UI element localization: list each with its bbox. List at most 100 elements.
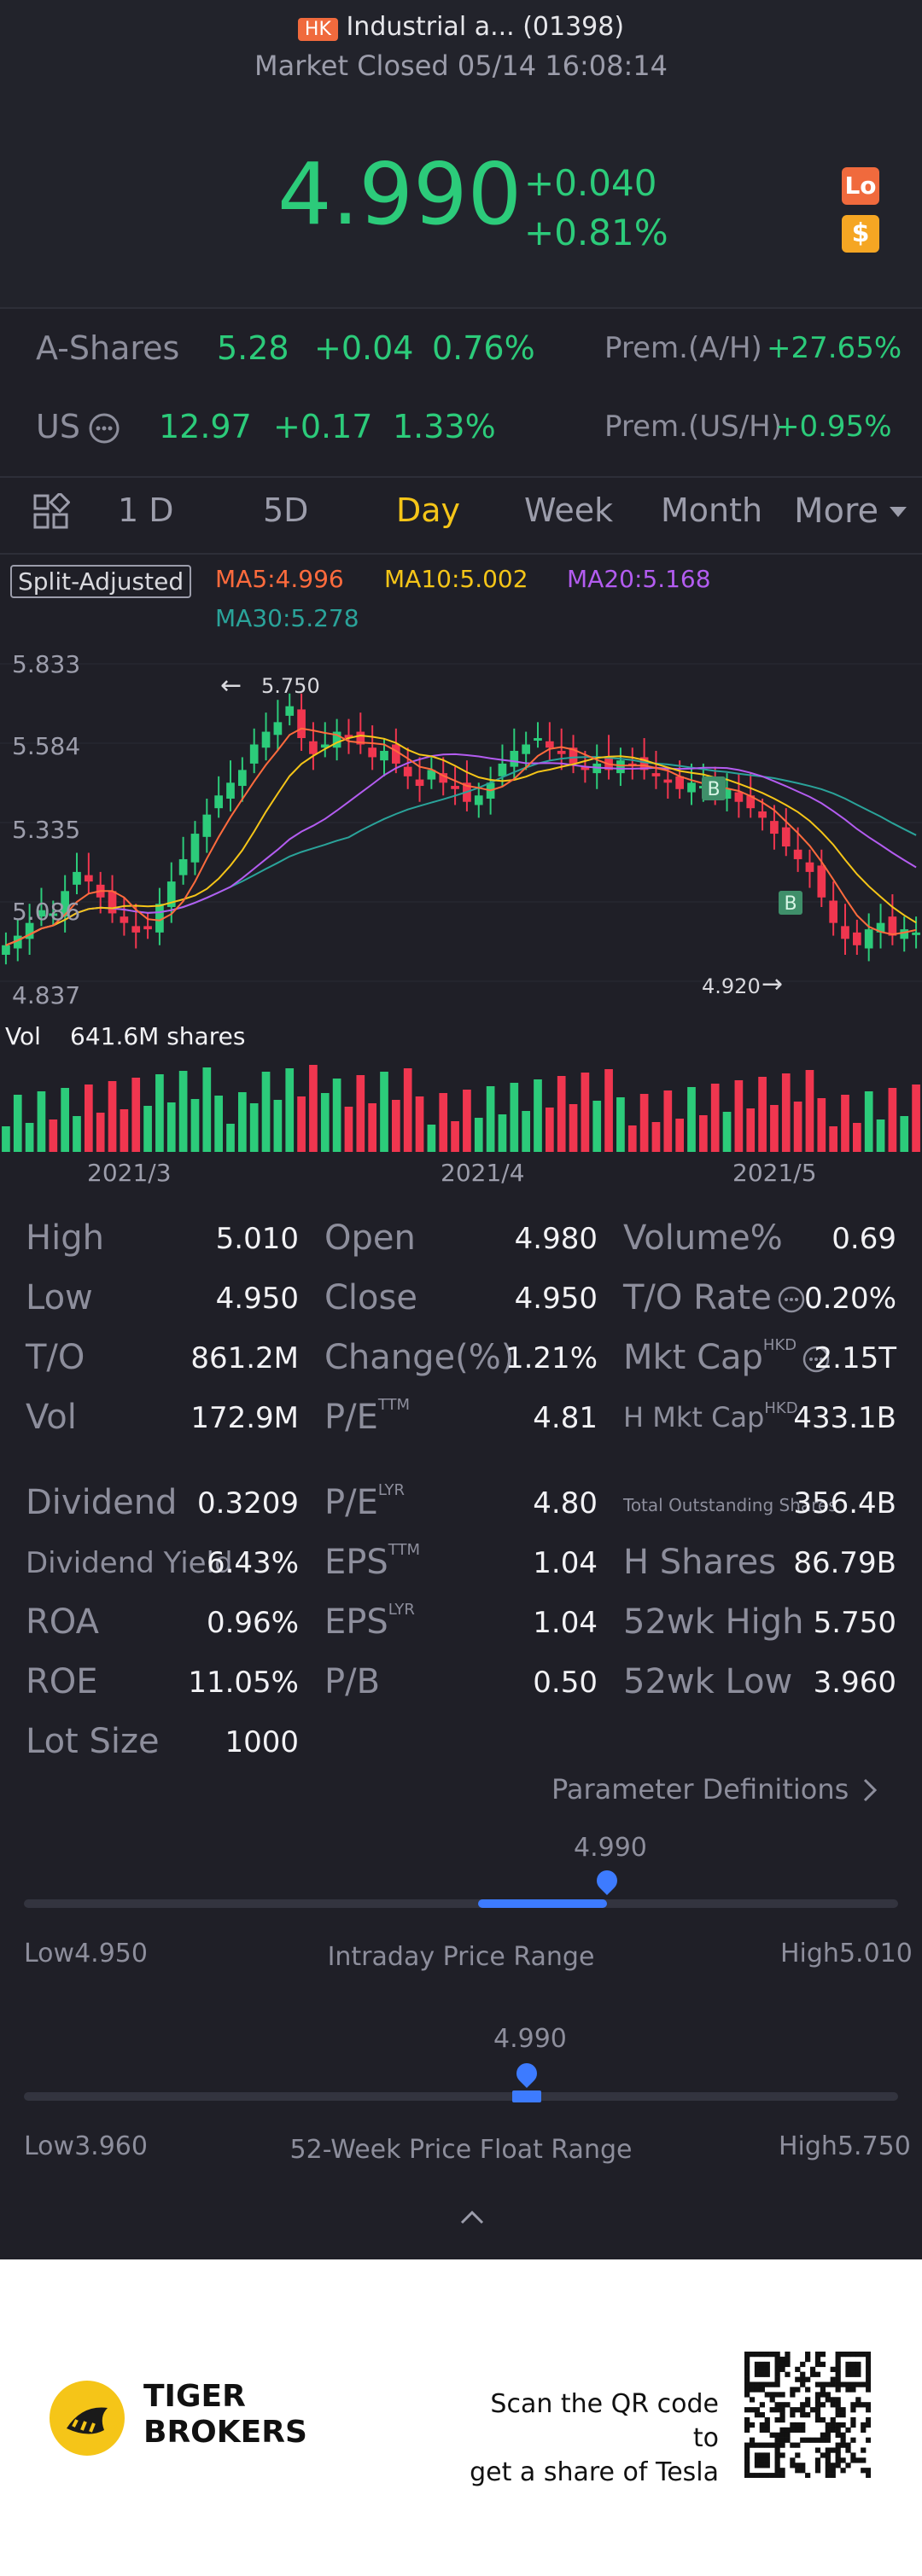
stat-value: 1000: [225, 1725, 299, 1759]
tab-week[interactable]: Week: [524, 491, 614, 529]
volume-bar: [25, 1123, 34, 1152]
candle-body: [876, 922, 885, 933]
parameter-definitions-link[interactable]: Parameter Definitions: [551, 1773, 849, 1806]
info-icon[interactable]: [802, 1345, 831, 1374]
candle-body: [817, 865, 826, 898]
candle-body: [356, 731, 365, 745]
volume-bar: [557, 1076, 566, 1152]
candle-body: [510, 750, 519, 767]
stat-value: 4.80: [533, 1486, 598, 1521]
stat-label: H Shares: [623, 1543, 777, 1582]
stat-label: P/ETTM: [324, 1396, 411, 1437]
y-label: 5.833: [12, 650, 81, 678]
us-prem-value: +0.95%: [775, 410, 892, 444]
volume-bar: [793, 1102, 802, 1152]
volume-bar: [403, 1068, 412, 1152]
stat-label: T/O: [26, 1338, 85, 1377]
candle-body: [427, 770, 436, 780]
volume-bar: [853, 1123, 861, 1152]
candle-body: [546, 741, 554, 748]
high-marker: 5.750: [261, 674, 320, 698]
candlestick-chart[interactable]: BB: [0, 631, 922, 1007]
more-info-icon[interactable]: [87, 411, 121, 445]
volume-bar: [85, 1084, 93, 1152]
info-icon[interactable]: [777, 1285, 806, 1314]
tab-5d[interactable]: 5D: [263, 491, 309, 529]
volume-bar: [297, 1096, 306, 1152]
stat-value: 1.21%: [505, 1341, 598, 1375]
week52-current-value: 4.990: [493, 2024, 567, 2054]
candle-body: [13, 935, 22, 949]
stat-label-superscript: TTM: [377, 1396, 411, 1414]
candle-body: [781, 827, 791, 847]
volume-bar: [108, 1081, 117, 1152]
candle-body: [61, 891, 69, 917]
volume-bar: [510, 1083, 519, 1152]
week52-low: Low3.960: [24, 2131, 148, 2161]
volume-bar: [73, 1116, 81, 1152]
candle-body: [805, 862, 814, 872]
tab-more[interactable]: More: [794, 491, 879, 531]
quote-header: HK Industrial a... (01398) Market Closed…: [0, 0, 922, 307]
stock-name[interactable]: Industrial a... (01398): [346, 12, 625, 42]
volume-bar: [415, 1096, 424, 1152]
trade-badge[interactable]: $: [842, 215, 879, 253]
buy-marker-icon[interactable]: B: [779, 891, 802, 915]
stat-label: Total Outstanding Shares: [623, 1495, 837, 1515]
candle-body: [155, 904, 164, 933]
volume-bar: [781, 1073, 791, 1152]
split-adjusted-toggle[interactable]: Split-Adjusted: [10, 565, 192, 598]
volume-value: 641.6M shares: [70, 1022, 246, 1050]
volume-bar: [770, 1105, 779, 1152]
chevron-down-icon: [890, 507, 907, 517]
candle-body: [734, 792, 744, 802]
volume-bar: [368, 1103, 376, 1152]
candle-body: [722, 788, 732, 799]
volume-bar: [120, 1109, 129, 1152]
candle-body: [888, 916, 897, 936]
stat-label-superscript: HKD: [762, 1336, 797, 1354]
brand-name: TIGER BROKERS: [143, 2379, 307, 2450]
volume-bar: [61, 1088, 69, 1152]
ma10-legend: MA10:5.002: [384, 565, 528, 593]
stat-label: High: [26, 1218, 104, 1258]
volume-bar: [627, 1125, 637, 1152]
stat-value: 172.9M: [190, 1401, 299, 1435]
candle-body: [829, 900, 837, 923]
a-shares-label: A-Shares: [36, 329, 180, 367]
exchange-badge: HK: [297, 18, 338, 41]
tab-1d[interactable]: 1 D: [118, 491, 174, 529]
stat-value: 4.980: [514, 1222, 598, 1256]
candle-body: [522, 744, 530, 754]
stat-value: 4.81: [533, 1401, 598, 1435]
us-label: US: [36, 408, 80, 445]
candle-body: [616, 760, 625, 774]
level2-badge[interactable]: Lo: [842, 167, 879, 205]
stat-value: 4.950: [215, 1282, 299, 1316]
volume-bar: [320, 1093, 330, 1152]
tab-day[interactable]: Day: [396, 491, 461, 529]
volume-bar: [202, 1067, 212, 1152]
volume-bar: [675, 1119, 684, 1152]
candle-body: [581, 766, 590, 770]
candle-body: [214, 795, 223, 809]
tab-month[interactable]: Month: [661, 491, 763, 529]
a-shares-change: +0.04: [314, 329, 414, 367]
volume-bar: [439, 1093, 448, 1152]
candle-body: [841, 926, 849, 939]
intraday-range-fill: [478, 1899, 607, 1908]
tiger-logo-icon: [50, 2381, 125, 2456]
volume-chart: [2, 1065, 920, 1152]
week52-marker: [511, 2090, 541, 2102]
stat-label: Dividend Yield: [26, 1546, 233, 1580]
stat-label-superscript: LYR: [377, 1481, 406, 1499]
volume-bar: [332, 1079, 341, 1152]
volume-bar: [912, 1084, 920, 1152]
buy-marker-icon[interactable]: B: [702, 776, 726, 800]
stat-value: 0.96%: [206, 1606, 299, 1640]
volume-bar: [178, 1071, 188, 1152]
volume-bar: [13, 1095, 22, 1152]
grid-layout-icon[interactable]: [32, 493, 70, 531]
collapse-chevron-icon[interactable]: [459, 2208, 485, 2225]
candle-body: [344, 735, 353, 739]
